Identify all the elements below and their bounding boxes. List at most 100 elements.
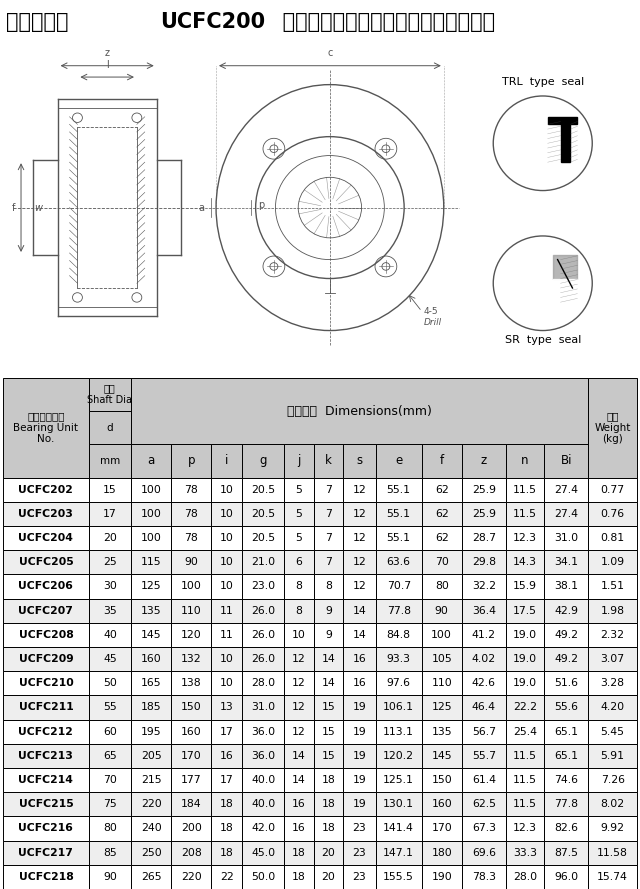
Bar (343, 744, 376, 768)
Text: f: f (12, 203, 15, 212)
Bar (89, 444, 131, 477)
Text: 4.02: 4.02 (472, 654, 496, 664)
Text: 13: 13 (220, 702, 234, 712)
Text: k: k (325, 454, 332, 468)
Text: 40.0: 40.0 (251, 775, 275, 785)
Text: 125: 125 (141, 581, 161, 591)
Bar (544, 841, 588, 865)
Text: 19: 19 (353, 751, 366, 761)
Text: 87.5: 87.5 (554, 848, 579, 858)
Text: 138: 138 (181, 678, 202, 688)
Text: g: g (259, 454, 267, 468)
Text: 12: 12 (353, 509, 366, 519)
Text: 16: 16 (292, 799, 306, 809)
Bar (171, 598, 211, 622)
Bar (506, 550, 544, 574)
Bar (89, 477, 131, 501)
Text: 55.1: 55.1 (387, 509, 411, 519)
Text: 14: 14 (292, 775, 306, 785)
Bar (314, 719, 343, 744)
Text: 77.8: 77.8 (554, 799, 579, 809)
Bar (171, 841, 211, 865)
Text: j: j (298, 454, 301, 468)
Bar (588, 719, 637, 744)
Text: 5: 5 (296, 533, 303, 543)
Text: 20.5: 20.5 (251, 485, 275, 494)
Text: 4.20: 4.20 (600, 702, 625, 712)
Bar (544, 622, 588, 647)
Text: 110: 110 (181, 605, 202, 616)
Bar (343, 768, 376, 792)
Bar (461, 444, 506, 477)
Text: e: e (395, 454, 403, 468)
Text: 18: 18 (220, 823, 234, 834)
Text: 19.0: 19.0 (513, 629, 537, 640)
Bar (422, 598, 461, 622)
Bar (242, 865, 284, 889)
Bar (211, 598, 242, 622)
Bar (131, 378, 588, 444)
Bar (588, 501, 637, 526)
Text: 220: 220 (141, 799, 161, 809)
Bar (588, 744, 637, 768)
Text: UCFC217: UCFC217 (19, 848, 74, 858)
Text: 40.0: 40.0 (251, 799, 275, 809)
Text: 15: 15 (322, 702, 335, 712)
Bar (131, 719, 171, 744)
Text: 10: 10 (220, 485, 234, 494)
Text: 147.1: 147.1 (383, 848, 414, 858)
Text: 17: 17 (220, 726, 234, 737)
Text: 5: 5 (296, 509, 303, 519)
Bar (171, 792, 211, 816)
Bar (343, 792, 376, 816)
Text: 23: 23 (353, 848, 366, 858)
Text: 160: 160 (431, 799, 452, 809)
Bar (89, 768, 131, 792)
Text: 11: 11 (220, 605, 234, 616)
Text: 10: 10 (220, 557, 234, 567)
Bar (506, 792, 544, 816)
Bar (284, 647, 314, 671)
Text: 17: 17 (103, 509, 116, 519)
Bar (3, 792, 89, 816)
Bar (171, 865, 211, 889)
Bar (171, 526, 211, 550)
Text: 12: 12 (353, 557, 366, 567)
Bar (422, 647, 461, 671)
Bar (461, 792, 506, 816)
Text: 63.6: 63.6 (387, 557, 411, 567)
Text: 250: 250 (141, 848, 161, 858)
Bar (3, 719, 89, 744)
Bar (171, 574, 211, 598)
Bar (89, 550, 131, 574)
Bar (422, 671, 461, 695)
Bar (376, 501, 422, 526)
Bar (461, 816, 506, 841)
Bar (284, 792, 314, 816)
Bar (131, 841, 171, 865)
Text: 97.6: 97.6 (387, 678, 411, 688)
Bar (89, 841, 131, 865)
Bar (376, 526, 422, 550)
Text: 155.5: 155.5 (383, 872, 414, 882)
Bar (314, 444, 343, 477)
Bar (242, 647, 284, 671)
Text: 8.02: 8.02 (600, 799, 625, 809)
Bar (544, 816, 588, 841)
Text: 135: 135 (431, 726, 452, 737)
Bar (314, 744, 343, 768)
Bar (211, 719, 242, 744)
Bar (131, 574, 171, 598)
Text: 55.1: 55.1 (387, 485, 411, 494)
Bar (211, 744, 242, 768)
Bar (461, 477, 506, 501)
Text: 7.26: 7.26 (600, 775, 625, 785)
Bar (422, 574, 461, 598)
Text: 56.7: 56.7 (472, 726, 496, 737)
Text: 78.3: 78.3 (472, 872, 496, 882)
Bar (284, 598, 314, 622)
Text: 55: 55 (103, 702, 116, 712)
Text: 26.0: 26.0 (251, 654, 275, 664)
Text: 20: 20 (322, 872, 335, 882)
Bar (314, 792, 343, 816)
